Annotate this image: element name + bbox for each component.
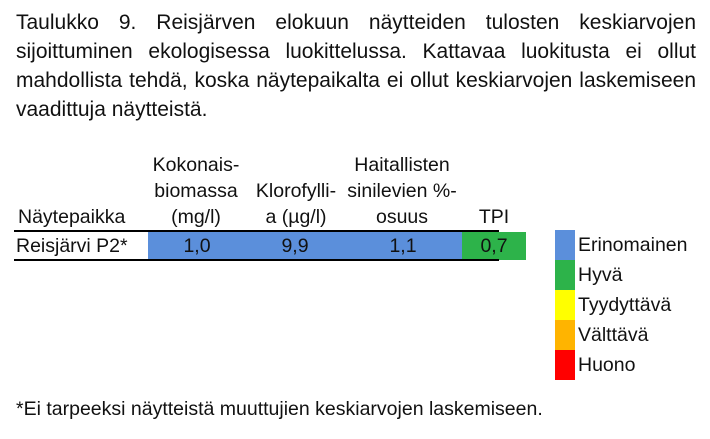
header-cyano-line2: sinilevien %- bbox=[347, 180, 457, 202]
table-top-rule bbox=[14, 230, 499, 232]
legend-label: Välttävä bbox=[578, 324, 649, 346]
header-site: Näytepaikka bbox=[18, 206, 126, 228]
cell-biomass: 1,0 bbox=[148, 232, 246, 260]
header-tpi: TPI bbox=[478, 206, 510, 228]
legend-label: Tyydyttävä bbox=[578, 294, 672, 316]
legend-swatch bbox=[555, 290, 575, 320]
header-chlorophyll: Klorofylli- a (µg/l) bbox=[248, 178, 344, 230]
header-cyano-line3: osuus bbox=[375, 206, 429, 228]
cell-chlorophyll: 9,9 bbox=[246, 232, 344, 260]
header-biomass-line1: Kokonais- bbox=[152, 154, 240, 176]
table-caption: Taulukko 9. Reisjärven elokuun näytteide… bbox=[16, 8, 696, 124]
header-cyano-line1: Haitallisten bbox=[354, 154, 450, 176]
legend-swatch bbox=[555, 320, 575, 350]
header-cyanobacteria: Haitallisten sinilevien %- osuus bbox=[343, 152, 461, 230]
caption-text: Taulukko 9. Reisjärven elokuun näytteide… bbox=[16, 11, 696, 121]
legend-swatch bbox=[555, 260, 575, 290]
footnote: *Ei tarpeeksi näytteistä muuttujien kesk… bbox=[16, 398, 543, 420]
legend-swatch bbox=[555, 350, 575, 380]
table-bottom-rule bbox=[14, 259, 499, 261]
cell-site: Reisjärvi P2* bbox=[16, 235, 128, 257]
header-chlorophyll-line1: Klorofylli- bbox=[255, 180, 337, 202]
legend-label: Hyvä bbox=[578, 264, 623, 286]
header-biomass: Kokonais- biomassa (mg/l) bbox=[148, 152, 244, 230]
legend-label: Huono bbox=[578, 354, 636, 376]
legend-swatch bbox=[555, 230, 575, 260]
cell-tpi: 0,7 bbox=[462, 232, 526, 260]
header-chlorophyll-line2: a (µg/l) bbox=[265, 206, 327, 228]
legend-label: Erinomainen bbox=[578, 234, 688, 256]
header-biomass-line2: biomassa bbox=[154, 180, 238, 202]
cell-cyanobacteria: 1,1 bbox=[344, 232, 462, 260]
header-biomass-line3: (mg/l) bbox=[171, 206, 221, 228]
